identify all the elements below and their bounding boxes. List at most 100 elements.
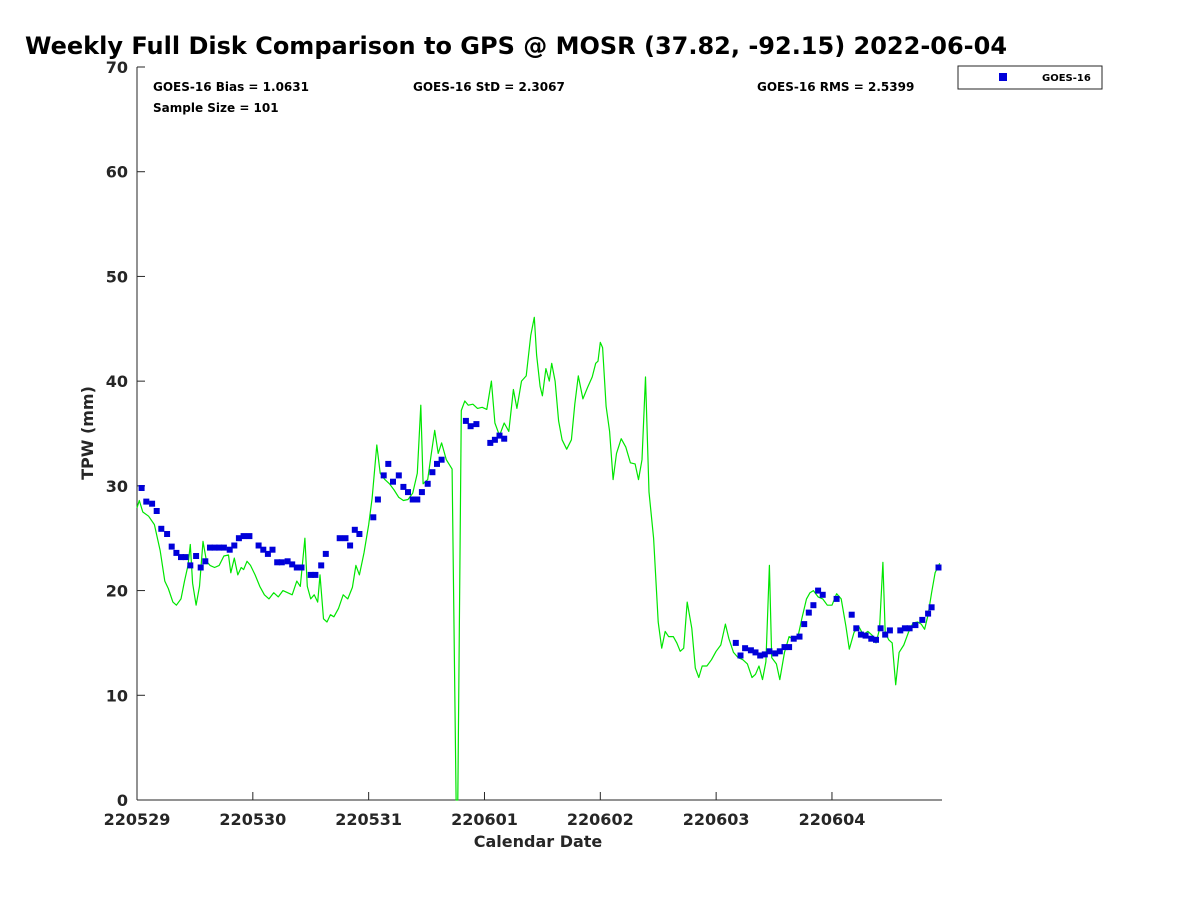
goes-16-point	[235, 535, 242, 542]
goes-16-point	[414, 496, 421, 503]
goes-16-point	[342, 535, 349, 542]
goes-16-point	[935, 564, 942, 571]
y-tick-label: 20	[106, 582, 128, 601]
goes-16-point	[501, 435, 508, 442]
goes-16-point	[815, 587, 822, 594]
goes-16-point	[164, 531, 171, 537]
goes-16-point	[496, 432, 503, 439]
rms-stat: GOES-16 RMS = 2.5399	[757, 80, 914, 94]
goes-16-point	[168, 543, 175, 550]
goes-16-point	[409, 496, 416, 503]
plot-area	[137, 67, 942, 800]
legend-marker-goes-16	[999, 73, 1007, 81]
goes-16-point	[278, 559, 285, 566]
goes-16-point	[197, 564, 204, 571]
goes-16-point	[240, 533, 247, 540]
goes-16-point	[853, 625, 860, 632]
goes-16-point	[796, 633, 803, 640]
goes-16-point	[429, 469, 436, 476]
goes-16-point	[772, 650, 779, 657]
goes-16-point	[255, 542, 262, 549]
goes-16-point	[857, 631, 864, 638]
goes-16-point	[173, 549, 180, 556]
y-tick-label: 10	[106, 686, 128, 705]
goes-16-point	[747, 647, 754, 654]
goes-16-point	[193, 553, 200, 559]
x-tick-label: 220602	[567, 810, 634, 829]
y-axis-label: TPW (mm)	[78, 386, 97, 480]
goes-16-point	[220, 544, 227, 551]
goes-16-point	[912, 622, 919, 629]
x-axis: 220529 220530 220531 220601 220602 220603 2206…	[104, 792, 942, 829]
y-tick-label: 0	[117, 791, 128, 810]
goes-16-point	[390, 478, 396, 485]
x-tick-label: 220531	[335, 810, 402, 829]
goes-16-point	[732, 639, 739, 646]
goes-16-point	[231, 542, 238, 549]
goes-16-point	[289, 561, 296, 568]
goes-16-point	[202, 558, 209, 565]
goes-16-point	[801, 621, 808, 628]
x-tick-label: 220601	[451, 810, 518, 829]
goes-16-point	[805, 609, 812, 616]
goes-16-point	[434, 460, 440, 467]
chart-title: Weekly Full Disk Comparison to GPS @ MOS…	[25, 32, 1007, 60]
goes-16-point	[356, 531, 363, 537]
goes-16-point	[405, 489, 411, 496]
goes-16-point	[742, 645, 749, 652]
goes-16-point	[385, 460, 392, 467]
goes-16-point	[187, 562, 194, 569]
goes-16-point	[351, 526, 358, 533]
goes-16-point	[336, 535, 343, 542]
y-tick-label: 60	[106, 163, 128, 182]
goes-16-point	[487, 439, 494, 446]
goes-16-point	[438, 456, 445, 463]
goes-16-point	[906, 625, 913, 632]
goes-16-point	[491, 436, 498, 443]
x-tick-label: 220604	[799, 810, 866, 829]
goes-16-point	[149, 500, 156, 507]
goes-16-point	[810, 602, 817, 609]
goes-16-point	[182, 554, 189, 561]
goes-16-point	[370, 514, 377, 521]
goes-16-point	[246, 533, 253, 540]
std-stat: GOES-16 StD = 2.3067	[413, 80, 565, 94]
goes-16-point	[374, 496, 381, 503]
goes-16-point	[919, 616, 926, 623]
goes-16-point	[868, 635, 875, 642]
goes-16-point	[284, 558, 291, 565]
goes-16-point	[462, 417, 469, 424]
x-axis-label: Calendar Date	[474, 832, 603, 851]
goes-16-point	[873, 636, 879, 643]
x-tick-label: 220530	[219, 810, 286, 829]
goes-16-point	[211, 544, 218, 551]
goes-16-point	[752, 649, 759, 656]
goes-16-point	[886, 627, 893, 634]
goes-16-point	[178, 554, 184, 561]
goes-16-point	[737, 652, 744, 659]
goes-16-point	[473, 421, 480, 428]
goes-16-point	[318, 562, 325, 569]
x-tick-label: 220529	[104, 810, 171, 829]
goes-16-point	[298, 564, 305, 571]
goes-16-point	[467, 423, 474, 430]
goes-16-point	[424, 480, 431, 487]
goes-16-point	[761, 651, 768, 658]
y-axis: 0 10 20 30 40 50 60 70	[106, 58, 145, 810]
goes-16-point	[216, 544, 223, 551]
goes-16-point	[264, 550, 271, 557]
goes-16-point	[274, 559, 281, 566]
sample-size-stat: Sample Size = 101	[153, 101, 279, 115]
goes-16-point	[400, 483, 407, 490]
gps-series-line	[136, 316, 941, 801]
bias-stat: GOES-16 Bias = 1.0631	[153, 80, 309, 94]
y-tick-label: 30	[106, 477, 128, 496]
goes-16-point	[901, 625, 908, 632]
goes-16-point	[925, 610, 932, 617]
goes-16-point	[307, 571, 314, 578]
goes-16-point	[833, 595, 840, 602]
goes-16-point	[882, 631, 889, 638]
goes-16-point	[418, 489, 425, 496]
y-tick-label: 70	[106, 58, 128, 77]
